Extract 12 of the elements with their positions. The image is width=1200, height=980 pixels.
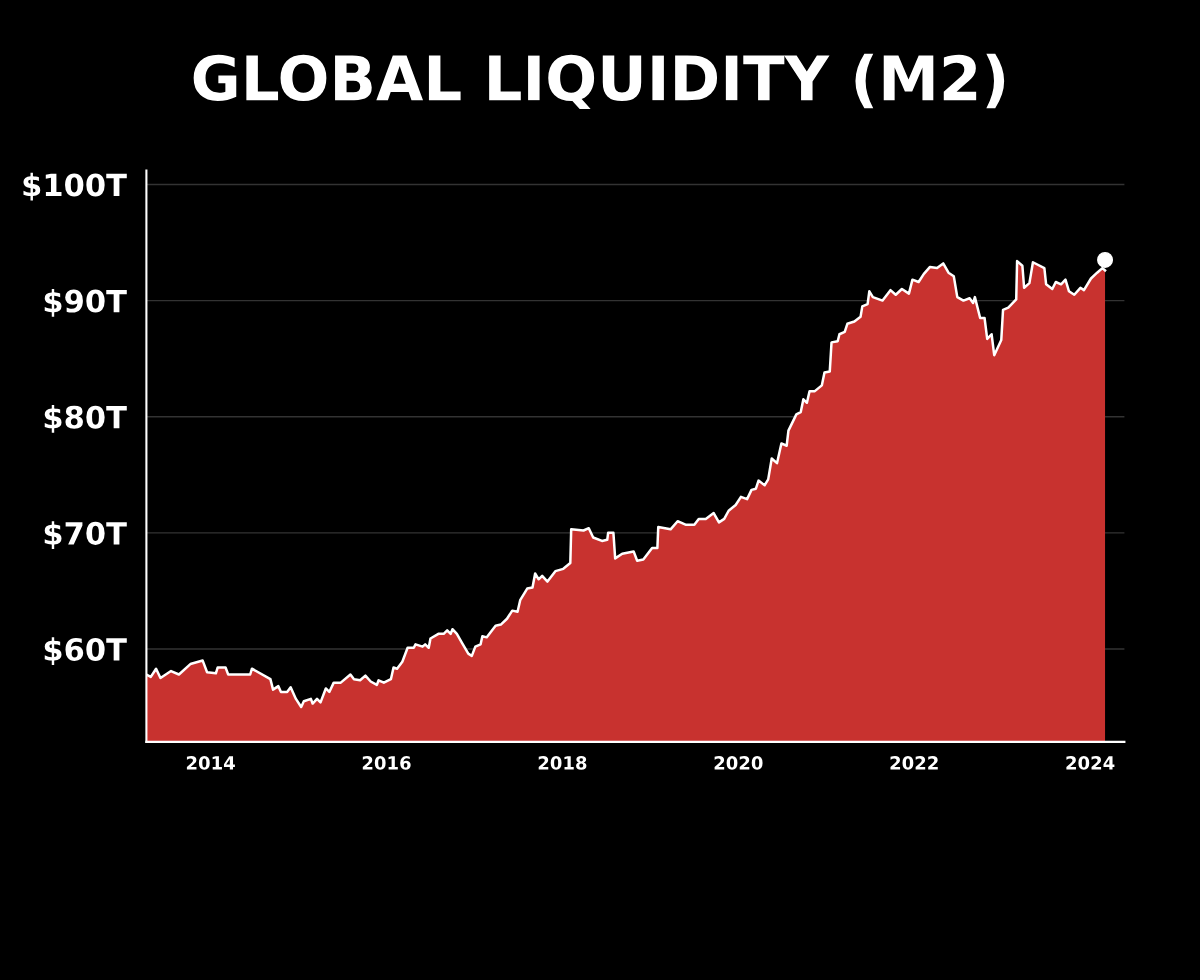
chart-title: GLOBAL LIQUIDITY (M2) [193,53,1005,110]
x-tick-label: 2018 [538,756,587,770]
y-tick-label: $60T [44,637,127,666]
x-tick-label: 2020 [714,756,763,770]
y-tick-label: $70T [44,521,127,549]
x-tick-label: 2024 [1066,756,1115,770]
y-tick-label: $80T [44,405,127,433]
y-tick-label: $90T [44,288,127,317]
y-tick-label: $100T [23,172,127,201]
x-tick-label: 2016 [362,756,411,770]
x-tick-label: 2014 [186,756,235,770]
x-tick-label: 2022 [890,756,938,770]
